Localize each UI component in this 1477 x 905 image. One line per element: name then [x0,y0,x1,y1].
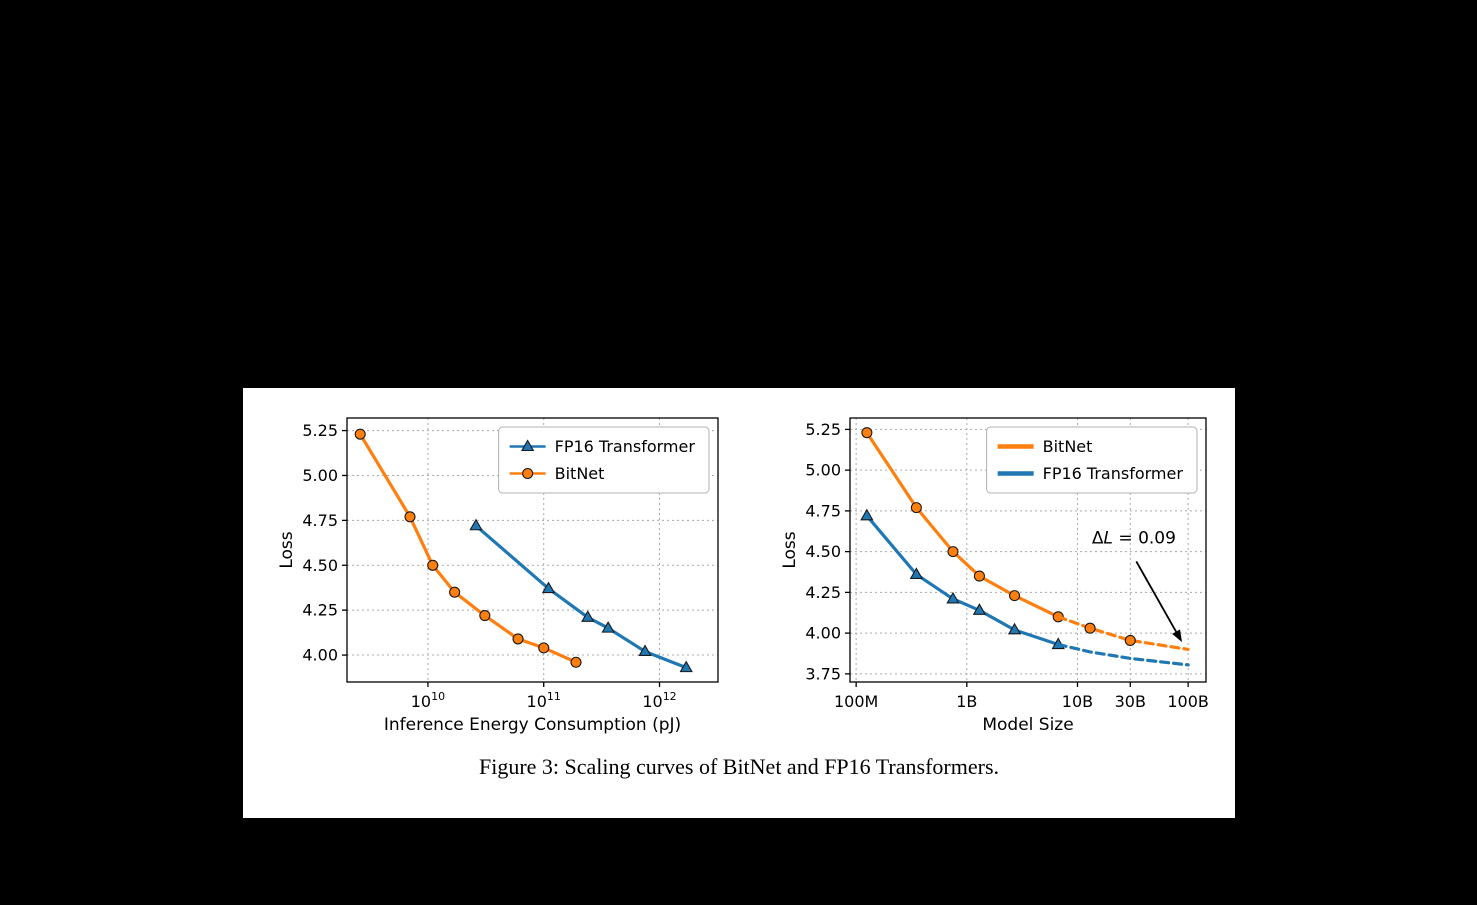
svg-text:Model Size: Model Size [982,715,1073,735]
svg-text:BitNet: BitNet [555,464,605,483]
svg-text:4.75: 4.75 [805,501,841,520]
figure-panel: 4.00 4.25 4.50 4.75 5.00 5.25 1010 1011 1012 Infe… [243,388,1235,818]
svg-text:FP16 Transformer: FP16 Transformer [555,437,696,456]
svg-text:4.25: 4.25 [805,583,841,602]
svg-text:BitNet: BitNet [1043,437,1093,456]
svg-text:4.00: 4.00 [805,624,841,643]
svg-text:1010: 1010 [411,690,445,711]
charts-row: 4.00 4.25 4.50 4.75 5.00 5.25 1010 1011 1012 Infe… [243,388,1235,736]
svg-text:4.50: 4.50 [805,542,841,561]
svg-text:4.75: 4.75 [302,511,338,530]
svg-text:10B: 10B [1062,692,1093,711]
svg-text:4.00: 4.00 [302,646,338,665]
svg-text:Loss: Loss [277,531,297,568]
svg-text:Loss: Loss [780,531,800,568]
svg-text:5.25: 5.25 [805,420,841,439]
svg-text:5.25: 5.25 [302,421,338,440]
svg-text:100B: 100B [1167,692,1209,711]
svg-text:ΔL = 0.09: ΔL = 0.09 [1092,528,1176,548]
svg-text:3.75: 3.75 [805,664,841,683]
svg-text:5.00: 5.00 [302,466,338,485]
svg-text:1B: 1B [956,692,977,711]
svg-text:Inference Energy Consumption (: Inference Energy Consumption (pJ) [384,715,681,735]
svg-text:FP16 Transformer: FP16 Transformer [1043,464,1184,483]
energy-loss-chart: 4.00 4.25 4.50 4.75 5.00 5.25 1010 1011 1012 Infe… [277,417,719,735]
svg-text:100M: 100M [834,692,878,711]
svg-text:4.25: 4.25 [302,601,338,620]
figure-caption: Figure 3: Scaling curves of BitNet and F… [478,754,1000,779]
svg-text:4.50: 4.50 [302,556,338,575]
model-size-loss-chart: 3.75 4.00 4.25 4.50 4.75 5.00 5.25 100M 1B 10B 30B… [780,417,1209,735]
svg-text:5.00: 5.00 [805,461,841,480]
svg-text:1012: 1012 [642,690,676,711]
svg-text:1011: 1011 [527,690,561,711]
svg-text:30B: 30B [1115,692,1146,711]
